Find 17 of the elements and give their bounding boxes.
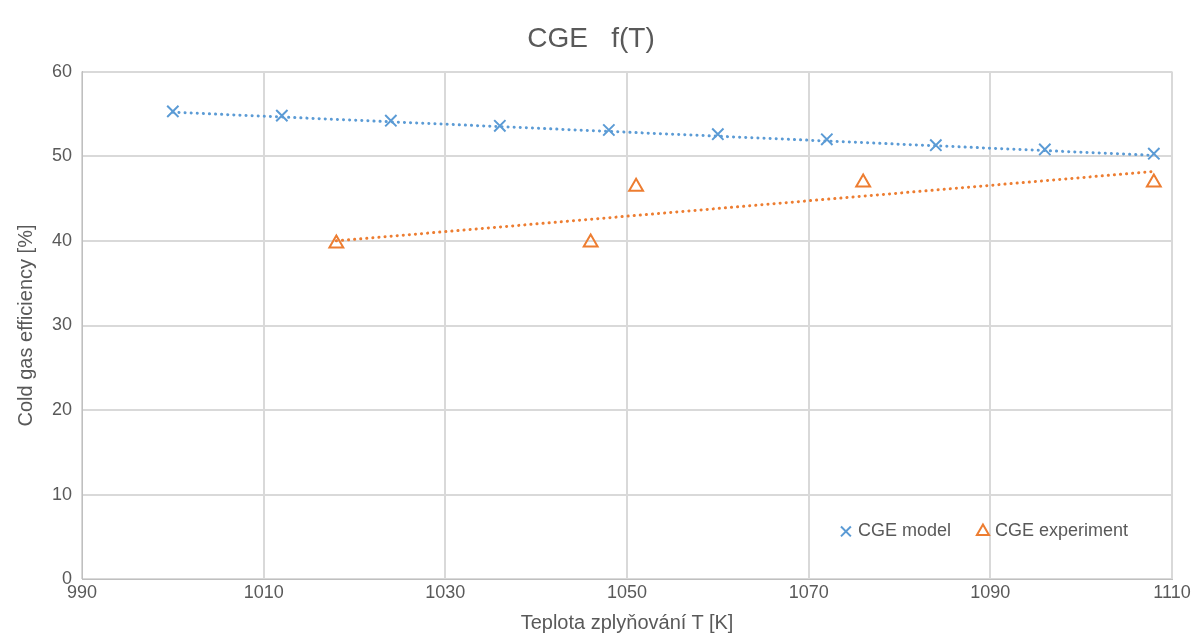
x-tick-label: 1050 — [606, 582, 648, 603]
y-tick-label: 60 — [51, 60, 73, 81]
y-tick-label: 20 — [51, 399, 73, 420]
x-tick-label: 1110 — [1153, 582, 1191, 603]
y-tick-label: 30 — [51, 314, 73, 335]
x-tick-label: 1070 — [788, 582, 829, 603]
chart-title: CGE f(T) — [527, 21, 655, 53]
x-axis-title: Teplota zplyňování T [K] — [520, 610, 734, 633]
legend-label: CGE experiment — [994, 520, 1129, 541]
y-tick-label: 10 — [51, 483, 73, 504]
x-tick-label: 1090 — [970, 582, 1011, 603]
x-tick-label: 1010 — [243, 582, 284, 603]
y-axis-title: Cold gas efficiency [%] — [13, 224, 36, 427]
legend-label: CGE model — [857, 520, 951, 541]
y-tick-label: 40 — [51, 229, 73, 250]
x-tick-label: 1030 — [425, 582, 466, 603]
y-tick-label: 50 — [51, 145, 73, 166]
